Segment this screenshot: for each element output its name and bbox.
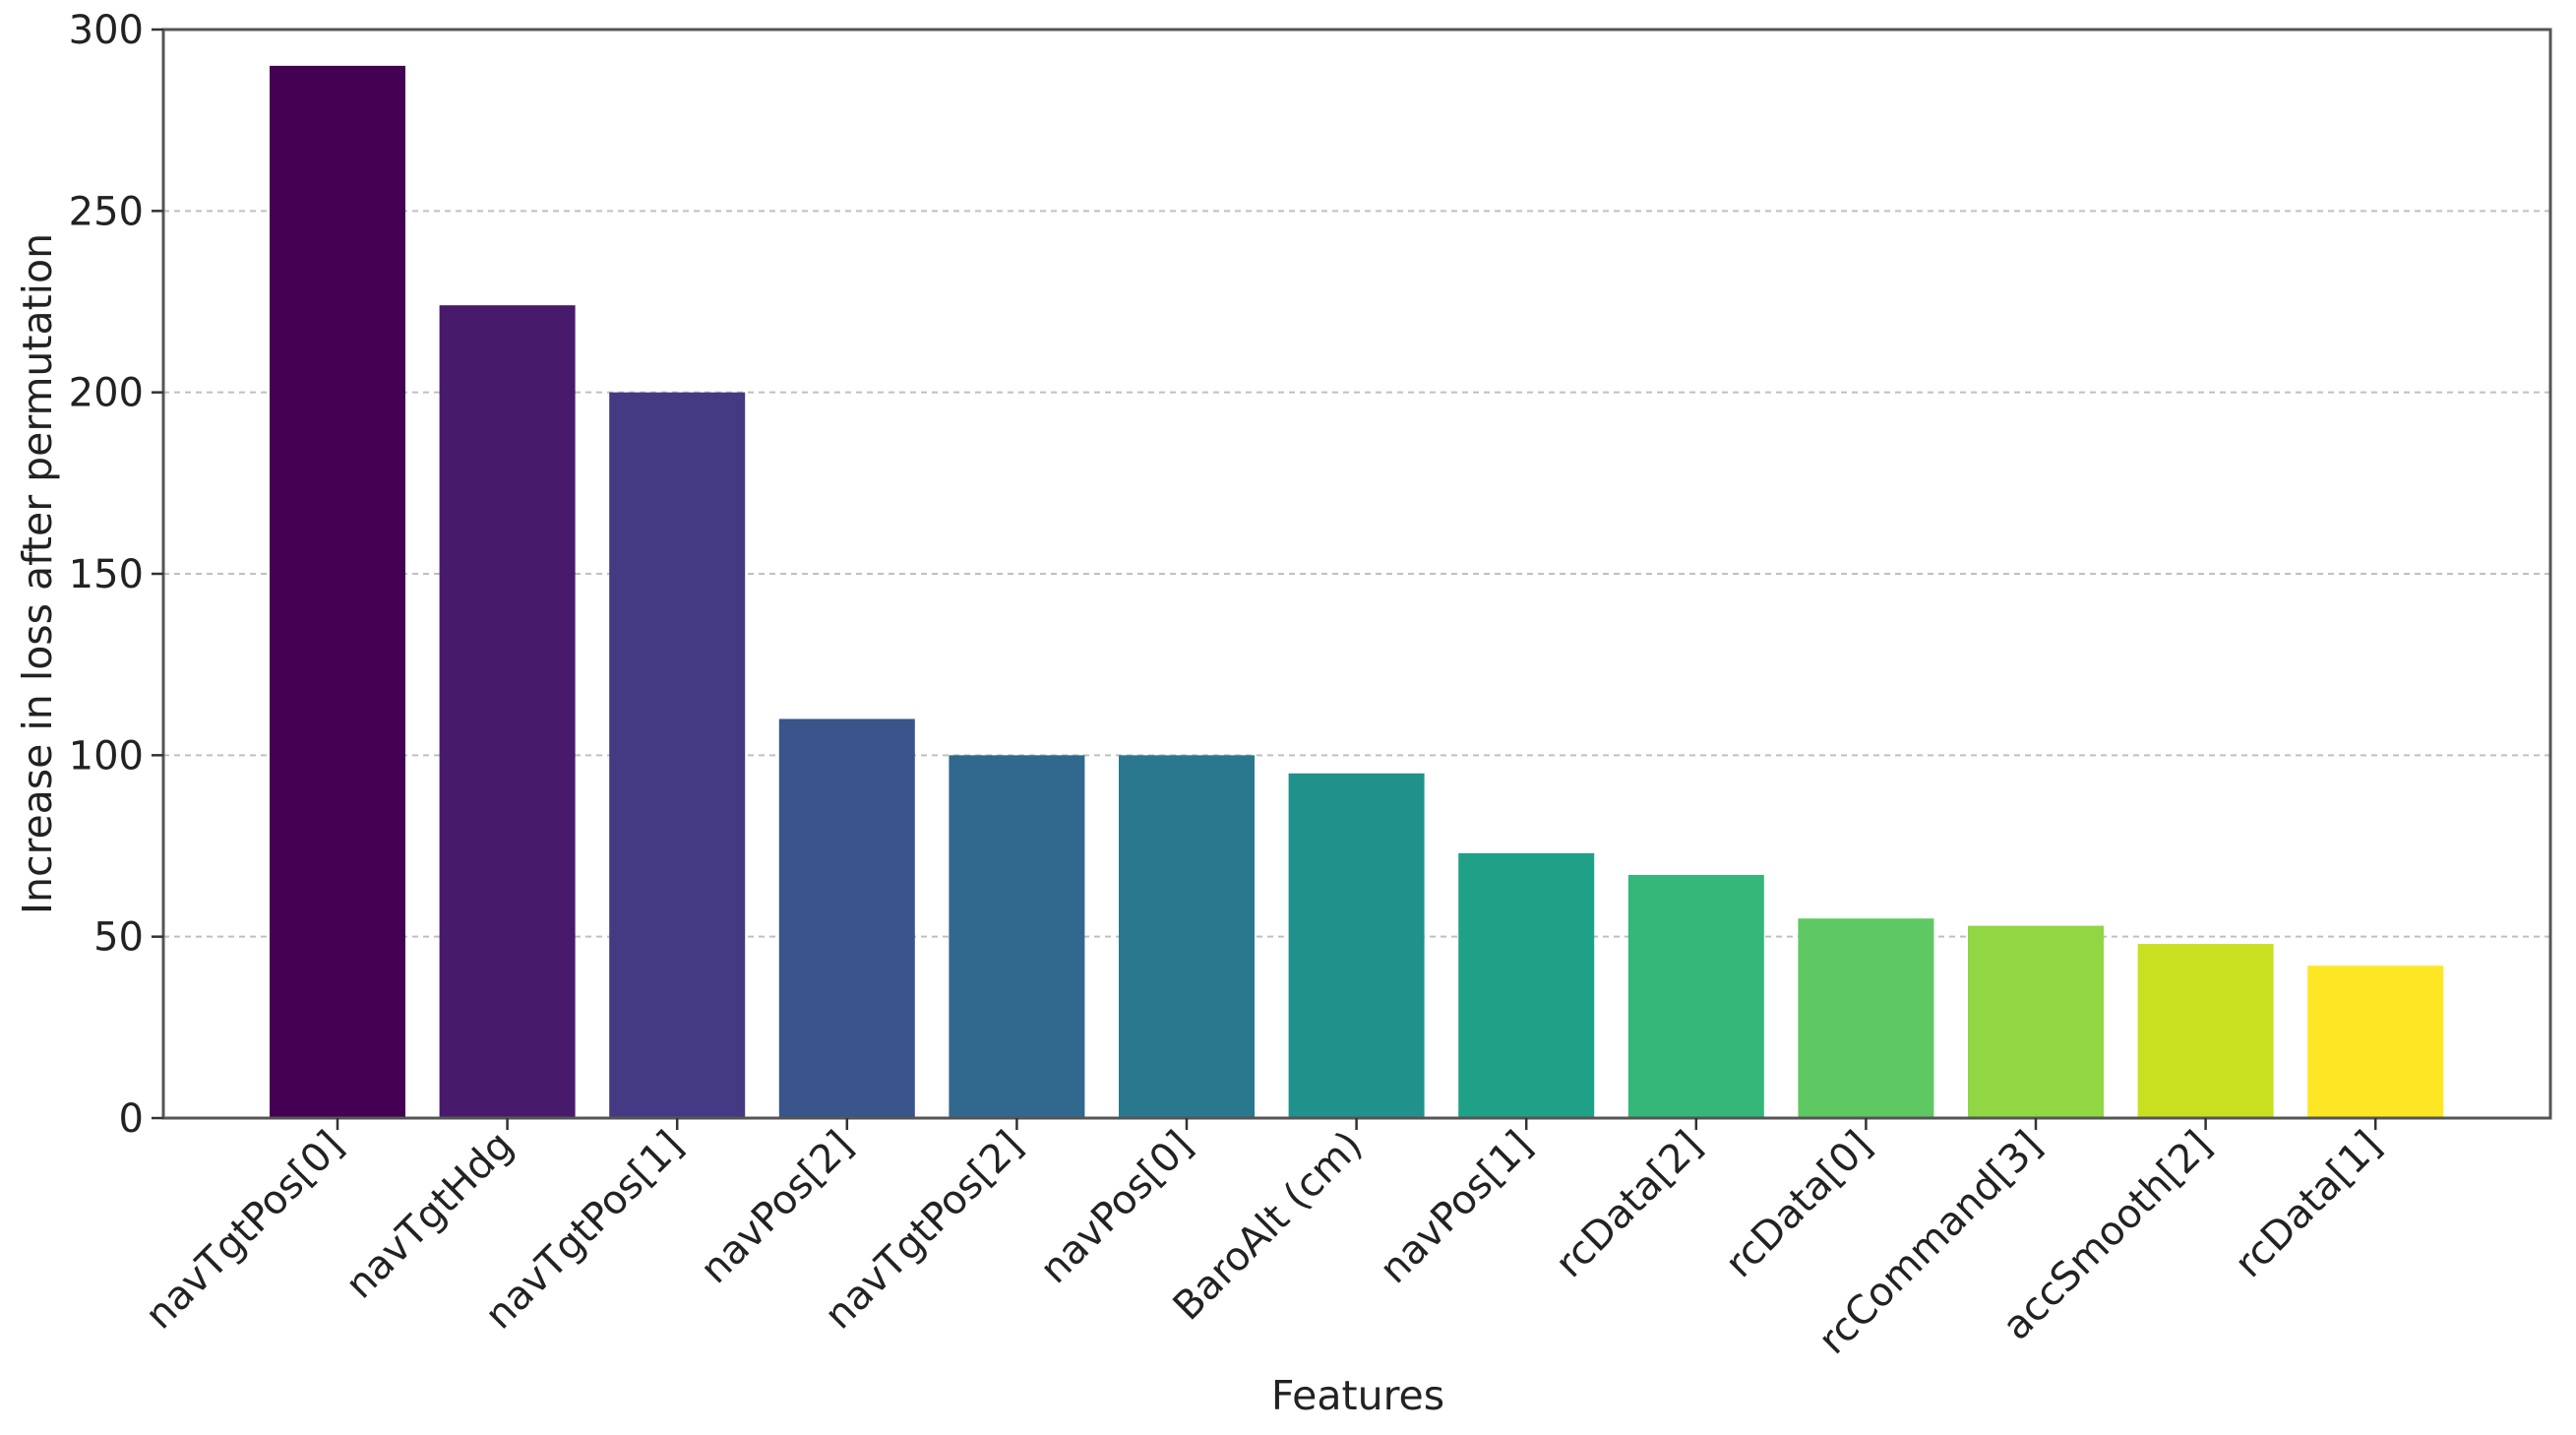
bar [609,392,746,1119]
y-tick-label: 100 [69,733,144,779]
bar [1627,874,1764,1118]
bar [949,755,1085,1118]
y-tick-label: 300 [69,8,144,53]
y-tick-label: 150 [69,552,144,597]
bars [270,65,2444,1119]
bar [439,305,576,1119]
y-axis-ticks: 0 50 100 150 200 250 300 [69,8,163,1142]
bar [2137,944,2274,1118]
x-tick-label: navPos[0] [1031,1123,1201,1293]
bar [270,65,405,1118]
x-axis-title: Features [1271,1372,1444,1419]
bar [778,718,915,1118]
x-tick-label: rcData[0] [1717,1123,1881,1287]
x-tick-label: navTgtPos[0] [137,1123,352,1339]
y-tick-label: 50 [93,915,144,961]
x-tick-label: navPos[2] [692,1123,862,1293]
bar [1288,773,1425,1118]
bar [2307,966,2444,1118]
y-tick-label: 250 [69,189,144,234]
bar [1968,925,2104,1118]
y-tick-label: 0 [119,1096,144,1142]
x-tick-label: rcData[2] [1547,1123,1711,1287]
bar [1798,918,1934,1118]
x-tick-label: navPos[1] [1372,1123,1542,1293]
y-axis-title: Increase in loss after permutation [14,233,61,914]
bar [1119,755,1255,1118]
x-tick-label: navTgtHdg [337,1123,522,1308]
x-tick-label: rcData[1] [2227,1123,2391,1287]
y-tick-label: 200 [69,371,144,416]
bar [1458,852,1595,1118]
